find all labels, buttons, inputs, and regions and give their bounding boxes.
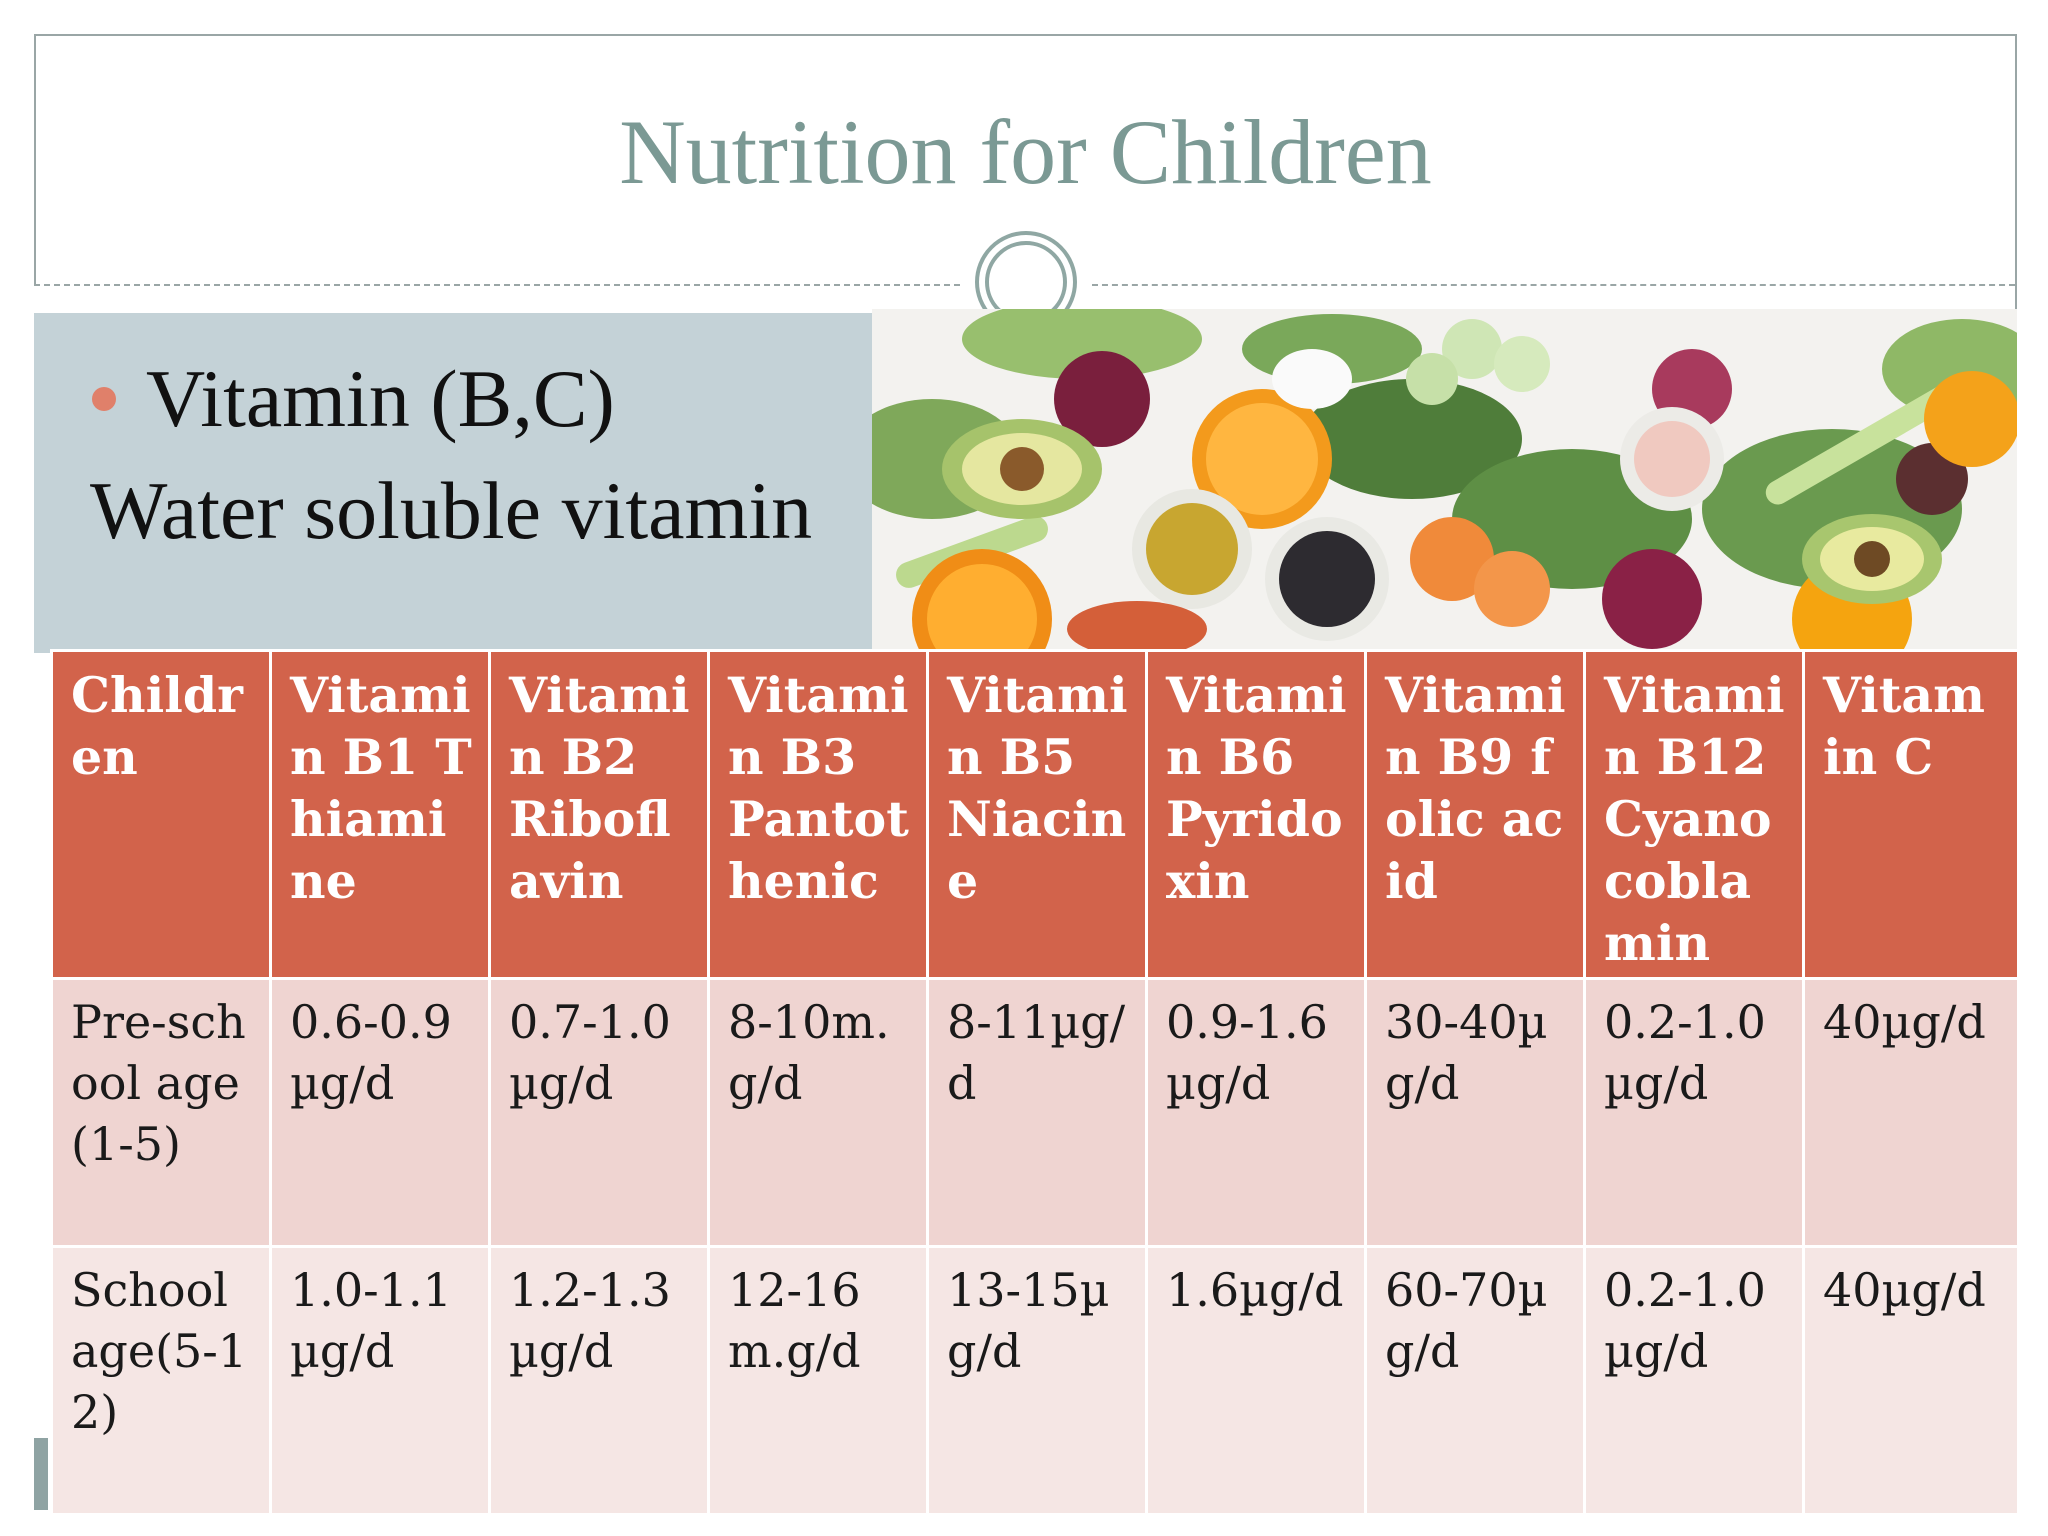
header-cell-b5: Vitamin B5 Niacine (926, 649, 1148, 980)
table-cell: 8-11µg/d (926, 977, 1148, 1248)
bullet-dot-icon (92, 387, 116, 411)
accent-bar (34, 1438, 48, 1510)
table-cell: 40µg/d (1802, 1245, 2020, 1516)
table-cell: 0.7-1.0µg/d (488, 977, 710, 1248)
title-divider-right (1092, 284, 2015, 286)
table-cell: 0.2-1.0µg/d (1583, 1245, 1805, 1516)
header-cell-b3: Vitamin B3 Pantothenic (707, 649, 929, 980)
table-cell: School age(5-12) (50, 1245, 272, 1516)
subtitle-text: Water soluble vitamin (90, 465, 813, 556)
header-cell-b9: Vitamin B9 folic acid (1364, 649, 1586, 980)
vegetables-fruits-photo (872, 309, 2017, 653)
header-cell-b12: Vitamin B12 Cyanocoblamin (1583, 649, 1805, 980)
vegetables-fruits-illustration-icon (872, 309, 2017, 653)
bullet-text: Vitamin (B,C) (146, 353, 615, 444)
header-cell-c: Vitamin C (1802, 649, 2020, 980)
table-cell: 1.2-1.3µg/d (488, 1245, 710, 1516)
frame-left-border (34, 34, 36, 284)
header-cell-b6: Vitamin B6 Pyridoxin (1145, 649, 1367, 980)
table-cell: 1.0-1.1µg/d (269, 1245, 491, 1516)
table-cell: 40µg/d (1802, 977, 2020, 1248)
frame-top-border (34, 34, 2017, 36)
header-cell-b2: Vitamin B2 Riboflavin (488, 649, 710, 980)
table-cell: Pre-school age(1-5) (50, 977, 272, 1248)
bullet-item: Vitamin (B,C) (92, 358, 615, 440)
intro-panel (34, 313, 872, 653)
header-cell-b1: Vitamin B1 Thiamine (269, 649, 491, 980)
table-cell: 0.6-0.9µg/d (269, 977, 491, 1248)
table-cell: 12-16m.g/d (707, 1245, 929, 1516)
vitamin-table: Children Vitamin B1 Thiamine Vitamin B2 … (50, 649, 2020, 1516)
table-cell: 1.6µg/d (1145, 1245, 1367, 1516)
slide-title: Nutrition for Children (619, 101, 1432, 203)
header-cell-children: Children (50, 649, 272, 980)
table-cell: 8-10m.g/d (707, 977, 929, 1248)
table-cell: 0.2-1.0µg/d (1583, 977, 1805, 1248)
table-header-row: Children Vitamin B1 Thiamine Vitamin B2 … (50, 649, 2020, 980)
table-cell: 13-15µg/d (926, 1245, 1148, 1516)
table-cell: 0.9-1.6µg/d (1145, 977, 1367, 1248)
title-divider-left (34, 284, 960, 286)
table-cell: 30-40µg/d (1364, 977, 1586, 1248)
table-row: School age(5-12) 1.0-1.1µg/d 1.2-1.3µg/d… (50, 1245, 2020, 1516)
table-row: Pre-school age(1-5) 0.6-0.9µg/d 0.7-1.0µ… (50, 977, 2020, 1248)
table-cell: 60-70µg/d (1364, 1245, 1586, 1516)
